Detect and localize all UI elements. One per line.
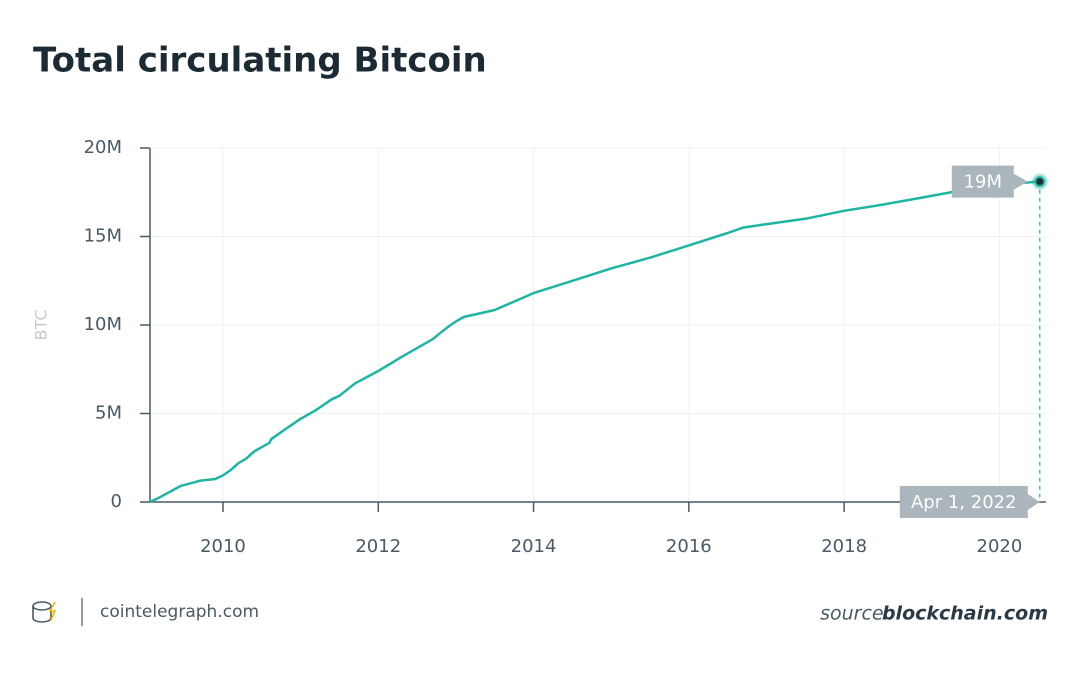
x-tick-label: 2016 xyxy=(666,536,712,557)
value-tooltip-pointer xyxy=(1013,173,1028,190)
y-tick-label: 5M xyxy=(95,403,122,424)
chart-title: Total circulating Bitcoin xyxy=(33,41,487,81)
y-tick-label: 10M xyxy=(84,314,122,335)
y-axis-label: BTC xyxy=(32,310,51,341)
x-tick-label: 2014 xyxy=(511,536,557,557)
line xyxy=(149,180,1040,504)
date-tooltip xyxy=(899,486,1028,518)
brand: cointelegraph.com xyxy=(100,602,259,622)
date-tooltip-text: Apr 1, 2022 xyxy=(911,492,1017,513)
x-tick-label: 2012 xyxy=(355,536,401,557)
y-tick-label: 0 xyxy=(111,491,122,512)
x-tick-label: 2018 xyxy=(821,536,867,557)
y-tick-label: 20M xyxy=(84,137,122,158)
x-tick-label: 2010 xyxy=(200,536,246,557)
logo xyxy=(32,601,57,623)
end-point xyxy=(1034,176,1046,188)
value-tooltip xyxy=(951,165,1014,198)
date-tooltip-pointer xyxy=(1027,494,1040,510)
value-tooltip-text: 19M xyxy=(964,172,1002,193)
y-tick-label: 15M xyxy=(84,226,122,247)
source: blockchain.com xyxy=(882,603,1048,625)
source-prefix: source: xyxy=(820,603,890,625)
x-tick-label: 2020 xyxy=(977,536,1023,557)
